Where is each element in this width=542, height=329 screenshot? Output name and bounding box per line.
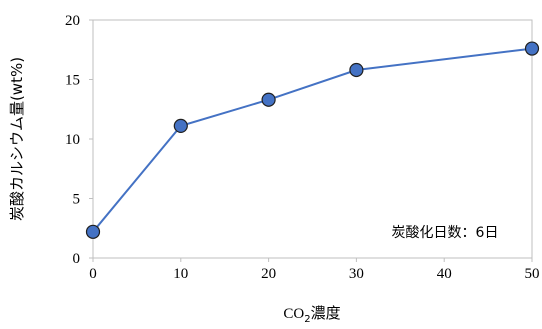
x-tick-label: 40 <box>437 266 452 282</box>
plot-area <box>92 19 533 259</box>
y-axis-ticks: 0 5 10 15 20 <box>65 13 93 267</box>
x-axis-label: CO2濃度 <box>283 304 340 325</box>
x-tick-label: 50 <box>525 266 540 282</box>
y-tick-label: 0 <box>73 251 81 267</box>
y-axis-label: 炭酸カルシウム量(wt%) <box>8 57 26 221</box>
x-axis-label-co: CO <box>283 306 304 322</box>
data-point <box>524 41 540 56</box>
data-point <box>85 224 101 239</box>
data-point <box>349 62 364 78</box>
y-tick-label: 20 <box>65 13 80 29</box>
x-axis-label-subscript: 2 <box>304 314 310 325</box>
x-tick-label: 30 <box>349 266 364 282</box>
y-tick-label: 15 <box>65 73 80 89</box>
data-point <box>261 92 276 107</box>
y-tick-label: 10 <box>65 132 80 148</box>
x-axis-label-concentration: 濃度 <box>311 304 341 322</box>
series-group <box>85 41 540 239</box>
x-tick-label: 20 <box>261 266 276 282</box>
x-tick-label: 0 <box>89 266 97 282</box>
x-axis-ticks: 0 10 20 30 40 50 <box>89 258 540 282</box>
y-tick-label: 5 <box>73 192 81 208</box>
x-tick-label: 10 <box>173 266 188 282</box>
data-point <box>173 118 188 134</box>
annotation: 炭酸化日数：6日 <box>392 225 499 241</box>
